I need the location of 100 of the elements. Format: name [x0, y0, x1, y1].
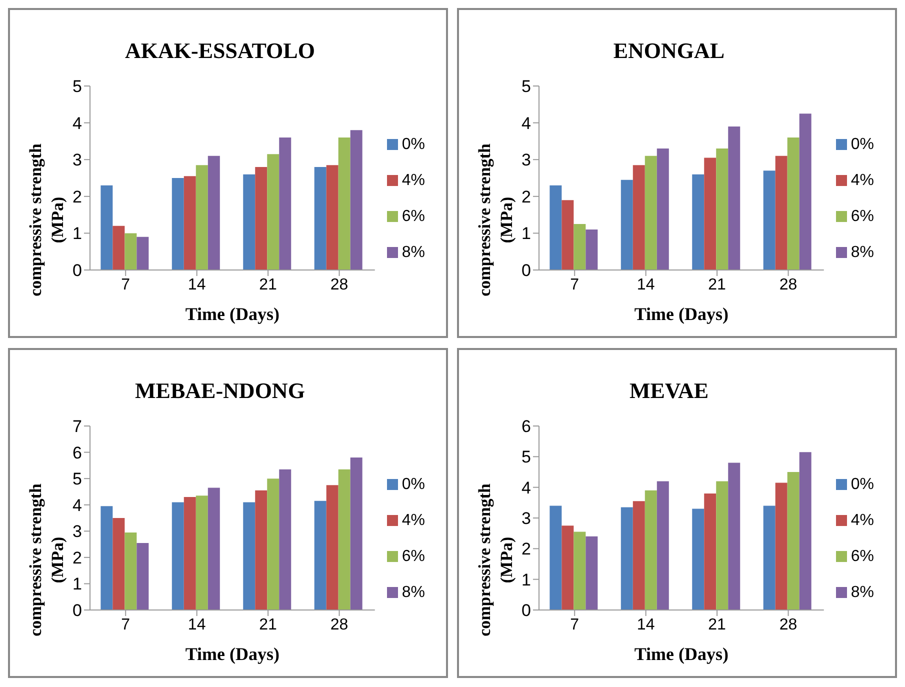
y-tick-label: 4 [72, 114, 82, 133]
chart-title: MEBAE-NDONG [134, 378, 306, 404]
x-tick-label: 7 [121, 616, 130, 634]
bar [632, 165, 645, 270]
y-tick-label: 3 [72, 150, 82, 170]
bar [799, 114, 812, 270]
bar [656, 481, 669, 610]
y-axis-title: compressive strength (MPa) [475, 144, 516, 296]
bar [338, 138, 350, 270]
bar [550, 506, 562, 610]
x-tick-label: 14 [636, 276, 655, 294]
legend-label: 8% [402, 584, 425, 600]
x-tick-label: 7 [570, 616, 580, 634]
bar [644, 490, 657, 610]
y-axis-title: compressive strength (MPa) [26, 144, 67, 296]
y-tick-label: 0 [522, 601, 531, 620]
bar [775, 482, 788, 610]
chart-title: AKAK-ESSATOLO [124, 38, 316, 64]
bar [196, 165, 208, 270]
y-tick-label: 1 [72, 224, 82, 244]
y-tick-label: 6 [522, 417, 531, 436]
bar [692, 174, 704, 270]
bar [692, 508, 704, 610]
bar [314, 500, 326, 610]
y-tick-label: 3 [522, 150, 531, 170]
y-tick-label: 4 [72, 496, 82, 515]
bar [314, 166, 326, 270]
y-tick-label: 4 [522, 478, 531, 498]
bar [574, 532, 586, 610]
bar [574, 224, 586, 270]
bar [255, 166, 268, 270]
y-tick-label: 2 [522, 540, 531, 559]
y-axis-title: compressive strength (MPa) [475, 484, 516, 636]
x-tick-label: 21 [708, 616, 726, 634]
bar [267, 478, 280, 610]
bar [350, 458, 362, 610]
bar [338, 469, 350, 610]
x-tick-label: 21 [708, 276, 726, 294]
legend-label: 8% [850, 584, 874, 600]
y-tick-label: 6 [72, 443, 82, 462]
y-tick-label: 0 [522, 261, 531, 280]
bar [100, 506, 113, 610]
bar [136, 542, 149, 610]
x-tick-label: 14 [636, 616, 655, 634]
bar [124, 532, 137, 610]
bar [350, 130, 362, 270]
x-tick-label: 28 [779, 276, 798, 294]
legend-label: 4% [402, 512, 425, 528]
bar [632, 501, 645, 610]
bar [208, 488, 220, 610]
legend-label: 6% [850, 208, 874, 224]
bar [172, 502, 184, 610]
bar [550, 185, 562, 270]
bar [586, 536, 598, 610]
y-tick-label: 0 [72, 261, 82, 280]
x-tick-label: 21 [259, 616, 278, 634]
bar [562, 200, 574, 270]
x-axis-title: Time (Days) [185, 304, 280, 324]
y-tick-label: 5 [72, 470, 82, 489]
bar [136, 236, 149, 270]
y-axis-title: compressive strength (MPa) [26, 484, 67, 636]
bar [255, 490, 268, 610]
bar [112, 226, 125, 270]
y-tick-label: 2 [522, 187, 531, 206]
x-tick-label: 28 [330, 276, 348, 294]
legend-label: 0% [402, 476, 425, 492]
bar [787, 138, 800, 270]
bar [656, 148, 669, 270]
y-tick-label: 3 [72, 522, 82, 542]
bar [586, 230, 598, 270]
bar [172, 178, 184, 270]
legend-label: 4% [850, 512, 874, 528]
bar [279, 138, 292, 270]
x-tick-label: 28 [330, 616, 348, 634]
chart-title: ENONGAL [612, 38, 726, 64]
chart-title: MEVAE [628, 378, 710, 404]
bar [775, 156, 788, 270]
bar [644, 156, 657, 270]
y-tick-label: 5 [72, 77, 82, 96]
bar [728, 126, 740, 270]
bar [787, 472, 800, 610]
legend-label: 6% [402, 208, 425, 224]
bar [279, 469, 292, 610]
bar [100, 185, 113, 270]
x-axis-title: Time (Days) [185, 644, 280, 664]
legend-label: 8% [402, 244, 425, 260]
y-tick-label: 1 [72, 574, 82, 594]
bar [620, 180, 633, 270]
bar [620, 507, 633, 610]
bar [763, 170, 776, 270]
y-tick-label: 0 [72, 601, 82, 620]
legend-label: 6% [402, 548, 425, 564]
bar [112, 518, 125, 610]
legend-label: 0% [402, 136, 425, 152]
y-tick-label: 1 [522, 570, 531, 590]
bar [799, 452, 812, 610]
x-tick-label: 28 [779, 616, 798, 634]
y-tick-label: 5 [522, 448, 531, 467]
y-tick-label: 2 [72, 548, 82, 568]
bar [243, 502, 256, 610]
